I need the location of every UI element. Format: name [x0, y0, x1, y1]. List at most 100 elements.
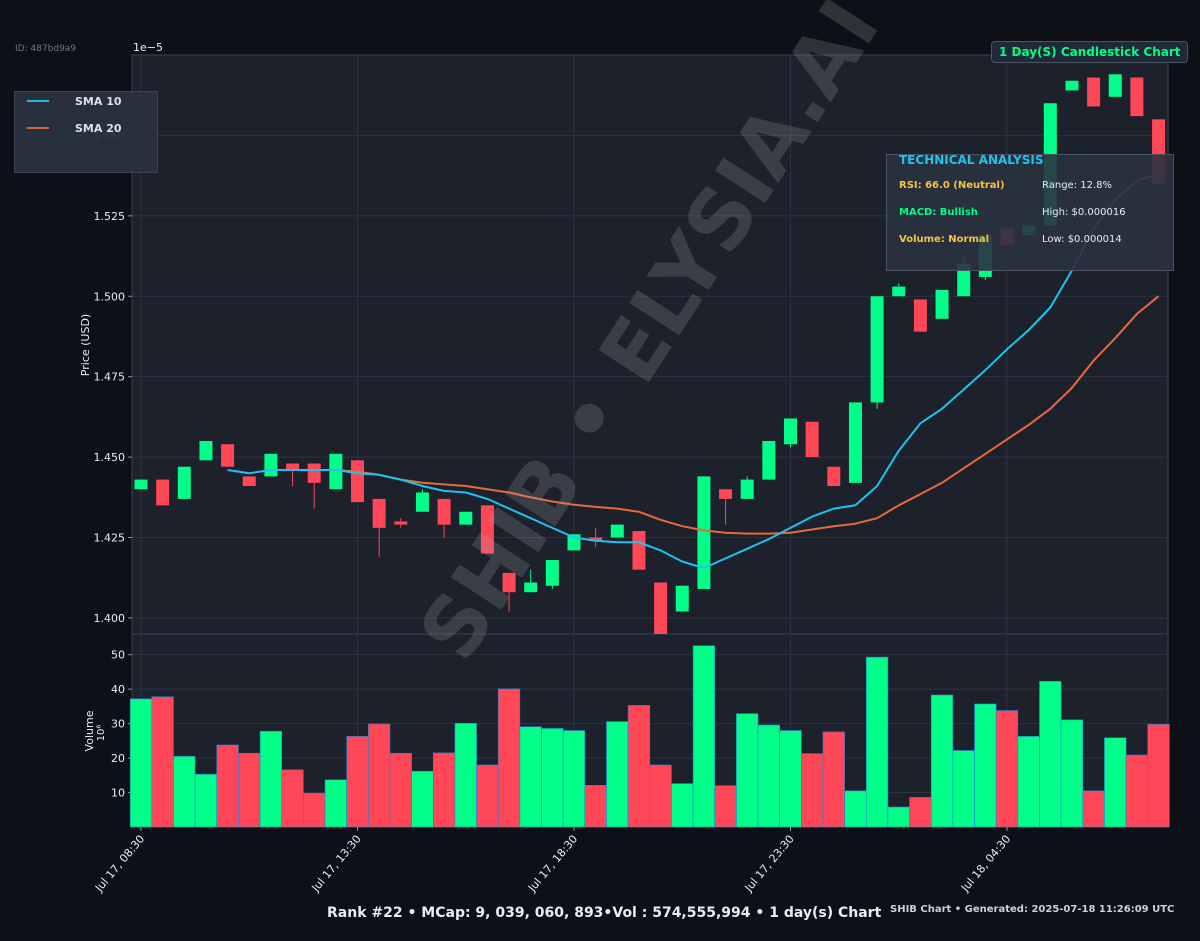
volume-bar: [389, 752, 412, 828]
candle-body: [935, 289, 949, 319]
candle-body: [524, 582, 538, 593]
candle-body: [784, 418, 797, 445]
candle-body: [502, 572, 516, 593]
candle-body: [242, 476, 256, 487]
volume-tick-label: 30: [111, 718, 125, 731]
price-tick-label: 1.425: [94, 532, 126, 545]
volume-bar: [887, 806, 910, 828]
volume-bar: [692, 645, 716, 828]
volume-bar: [909, 797, 932, 828]
ta-macd: MACD: Bullish: [899, 207, 978, 218]
chart-title-badge: 1 Day(S) Candlestick Chart: [991, 41, 1189, 63]
technical-analysis-panel: TECHNICAL ANALYSIS RSI: 66.0 (Neutral) M…: [886, 153, 1174, 271]
candle-body: [870, 296, 884, 403]
candle-body: [1065, 80, 1079, 91]
volume-bar: [1060, 719, 1084, 828]
volume-bar: [1104, 737, 1127, 828]
volume-bar: [801, 753, 824, 828]
sma20-line: [335, 295, 1160, 535]
legend-item-sma20: SMA 20: [27, 121, 122, 135]
volume-bar: [974, 703, 997, 828]
candle-body: [459, 511, 473, 525]
volume-bar: [281, 769, 304, 828]
candle-body: [372, 498, 386, 528]
volume-bar: [216, 744, 239, 828]
volume-bar: [779, 730, 802, 828]
volume-tick-label: 20: [111, 752, 125, 765]
volume-bar: [995, 710, 1019, 828]
volume-bar: [129, 698, 153, 828]
chart-id-label: ID: 487bd9a9: [15, 44, 77, 54]
candle-body: [307, 463, 321, 483]
volume-bar: [259, 730, 283, 828]
candle-body: [913, 299, 927, 332]
candle-body: [654, 582, 668, 634]
volume-bar: [432, 752, 456, 828]
volume-bar: [346, 736, 369, 828]
ta-volume: Volume: Normal: [899, 234, 990, 245]
volume-bar: [324, 779, 347, 828]
time-tick-label: Jul 17, 23:30: [742, 833, 797, 895]
volume-bar: [1017, 736, 1040, 828]
candle-body: [437, 498, 451, 525]
candle-layer: [134, 74, 1166, 634]
candle-body: [848, 402, 862, 483]
candle-body: [329, 453, 343, 490]
ta-title: TECHNICAL ANALYSIS: [899, 153, 1044, 167]
candle-body: [632, 531, 646, 570]
volume-bar: [497, 688, 521, 828]
legend-item-sma10: SMA 10: [27, 94, 122, 108]
volume-tick-label: 40: [111, 683, 125, 696]
candle-body: [762, 441, 776, 480]
price-tick-label: 1.500: [94, 290, 126, 303]
volume-layer: [129, 645, 1170, 828]
candle-body: [740, 479, 754, 499]
price-tick-label: 1.450: [94, 451, 126, 464]
candle-body: [675, 585, 689, 612]
volume-bar: [541, 728, 564, 828]
volume-axis-label: Volume: [83, 710, 96, 751]
volume-bar: [1147, 723, 1170, 828]
volume-bar: [714, 785, 737, 828]
candle-body: [156, 479, 170, 506]
volume-bar: [865, 656, 889, 828]
price-exponent-label: 1e−5: [133, 41, 163, 54]
candle-body: [719, 489, 733, 499]
legend-swatch: [27, 127, 49, 129]
footer-meta: SHIB Chart • Generated: 2025-07-18 11:26…: [890, 904, 1175, 915]
candle-body: [1087, 77, 1101, 107]
price-tick-label: 1.475: [94, 371, 126, 384]
candle-body: [827, 466, 841, 487]
candle-body: [415, 492, 429, 512]
candle-body: [351, 460, 364, 503]
volume-bar: [606, 721, 629, 828]
volume-tick-label: 10: [111, 787, 125, 800]
candle-body: [697, 476, 711, 589]
ta-range: Range: 12.8%: [1042, 180, 1113, 191]
candle-body: [394, 521, 408, 525]
volume-bar: [757, 724, 780, 828]
volume-bar: [952, 750, 975, 828]
volume-bar: [562, 730, 586, 828]
ta-rsi: RSI: 66.0 (Neutral): [899, 180, 1005, 191]
candle-body: [480, 505, 494, 554]
candle-body: [134, 479, 148, 490]
candle-body: [589, 537, 603, 541]
candle-body: [177, 466, 191, 499]
volume-bar: [1039, 680, 1062, 828]
volume-tick-label: 50: [111, 649, 125, 662]
volume-bar: [151, 696, 174, 828]
ta-low: Low: $0.000014: [1042, 234, 1122, 245]
volume-bar: [1125, 754, 1149, 828]
volume-bar: [454, 722, 477, 828]
candle-body: [805, 421, 819, 458]
volume-bar: [1082, 790, 1105, 828]
footer-summary: Rank #22 • MCap: 9, 039, 060, 893•Vol : …: [327, 905, 882, 921]
volume-bar: [671, 783, 694, 828]
ta-high: High: $0.000016: [1042, 207, 1126, 218]
sma10-line: [227, 173, 1159, 570]
legend-swatch: [27, 100, 49, 102]
candle-body: [1130, 77, 1144, 117]
